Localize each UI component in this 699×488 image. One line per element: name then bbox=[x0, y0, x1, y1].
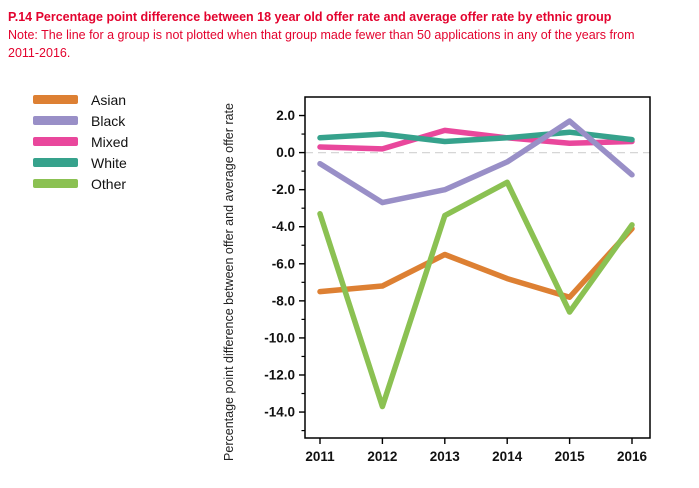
y-tick-label: 0.0 bbox=[276, 145, 295, 160]
legend-label: Other bbox=[91, 175, 127, 192]
report-note: Note: The line for a group is not plotte… bbox=[8, 28, 635, 61]
x-tick-label: 2013 bbox=[430, 449, 461, 464]
series-line-other bbox=[317, 179, 635, 410]
legend: Asian Black Mixed White Other bbox=[33, 89, 128, 194]
y-axis-title: Percentage point difference between offe… bbox=[222, 103, 236, 461]
legend-item-white: White bbox=[33, 152, 128, 173]
legend-label: White bbox=[91, 154, 127, 171]
x-tick-label: 2014 bbox=[492, 449, 523, 464]
y-tick-label: -6.0 bbox=[272, 256, 295, 271]
legend-item-asian: Asian bbox=[33, 89, 128, 110]
legend-item-mixed: Mixed bbox=[33, 131, 128, 152]
plot-area: 2.0 0.0 -2.0 -4.0 -6.0 -8.0 -10.0 -12.0 -14.0 201… bbox=[264, 96, 651, 464]
series-line-asian bbox=[317, 225, 635, 300]
legend-swatch-asian bbox=[33, 95, 78, 104]
legend-item-black: Black bbox=[33, 110, 128, 131]
y-tick-label: -14.0 bbox=[264, 405, 295, 420]
series-line-black bbox=[317, 118, 635, 206]
x-tick-label: 2016 bbox=[617, 449, 648, 464]
y-tick-label: -4.0 bbox=[272, 219, 295, 234]
y-tick-label: -8.0 bbox=[272, 293, 295, 308]
plot-border bbox=[304, 96, 651, 439]
legend-label: Asian bbox=[91, 91, 127, 108]
x-tick-label: 2011 bbox=[305, 449, 335, 464]
line-chart: Percentage point difference between offe… bbox=[222, 96, 651, 464]
y-tick-label: -12.0 bbox=[264, 367, 295, 382]
legend-swatch-white bbox=[33, 158, 78, 167]
report-title: P.14 Percentage point difference between… bbox=[8, 10, 612, 24]
legend-item-other: Other bbox=[33, 173, 128, 194]
legend-swatch-other bbox=[33, 179, 78, 188]
series-line-mixed bbox=[317, 127, 635, 152]
legend-swatch-black bbox=[33, 116, 78, 125]
legend-swatch-mixed bbox=[33, 137, 78, 146]
y-tick-label: -2.0 bbox=[272, 182, 295, 197]
y-tick-label: -10.0 bbox=[264, 330, 295, 345]
legend-label: Mixed bbox=[91, 133, 129, 150]
x-tick-label: 2015 bbox=[555, 449, 586, 464]
x-tick-label: 2012 bbox=[367, 449, 397, 464]
y-tick-label: 2.0 bbox=[276, 108, 295, 123]
legend-label: Black bbox=[91, 112, 126, 129]
